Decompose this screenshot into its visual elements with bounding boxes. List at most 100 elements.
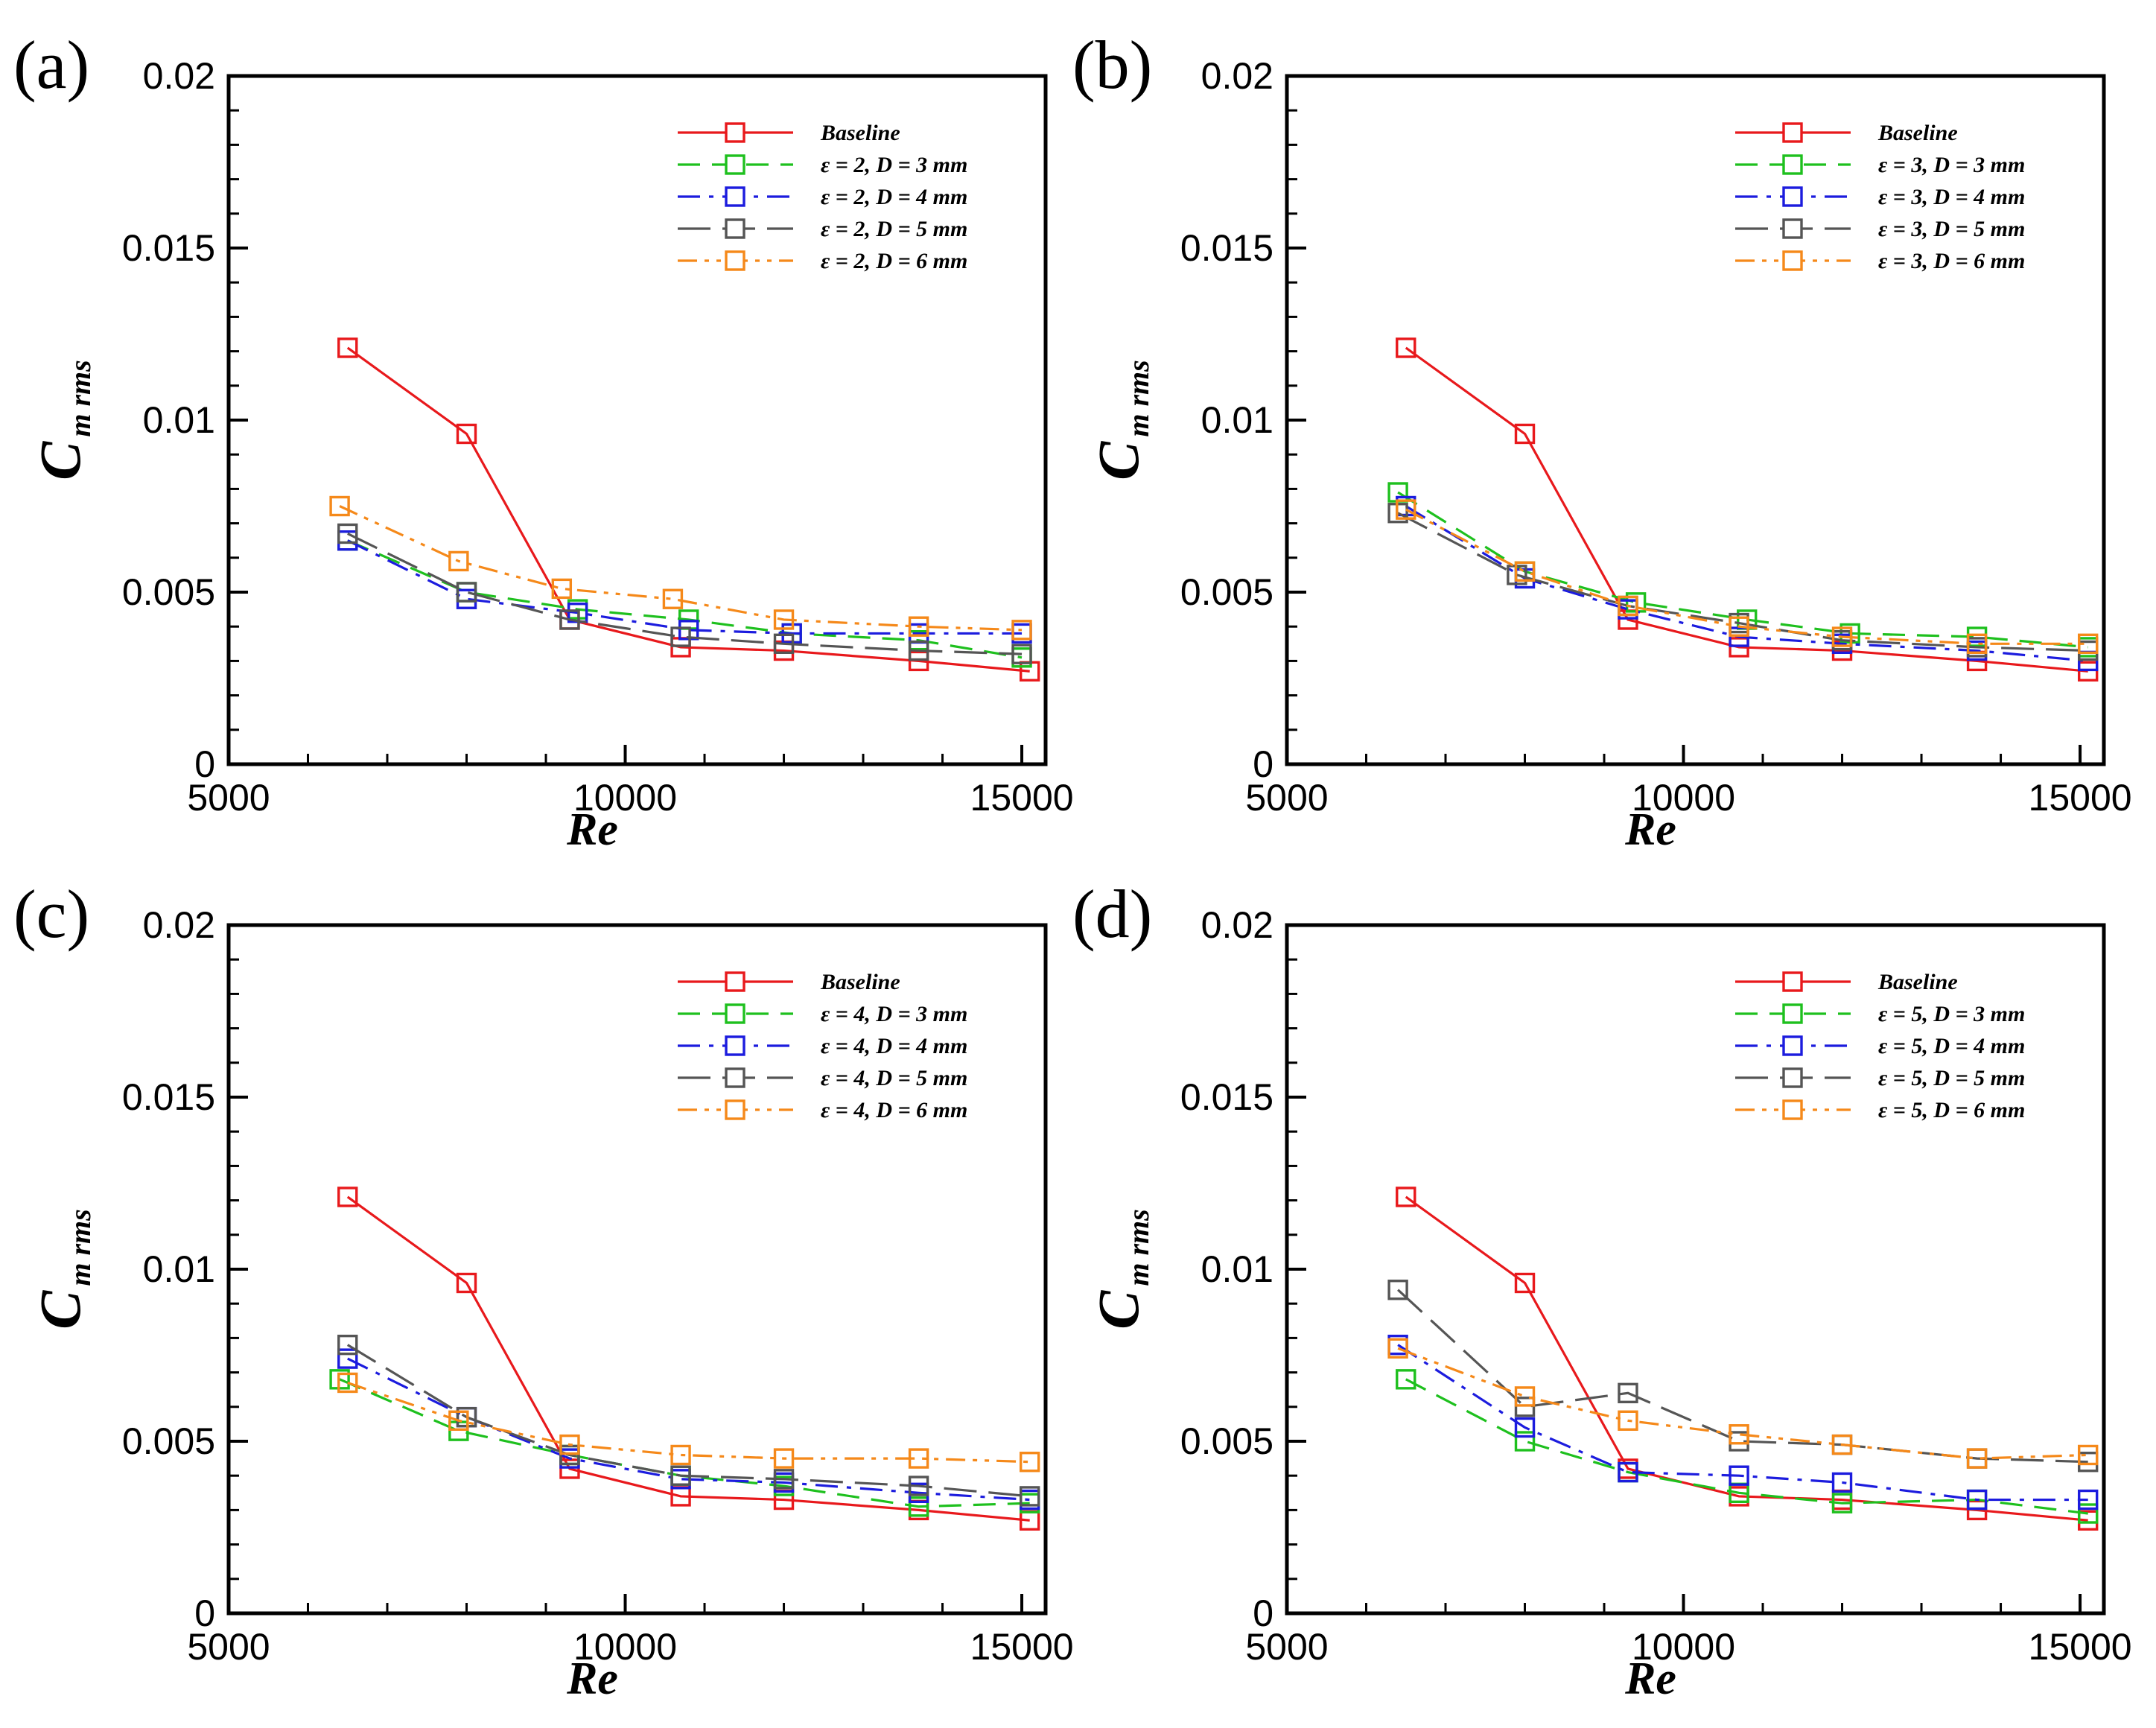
data-point — [1966, 1448, 1988, 1469]
data-point — [908, 616, 929, 637]
y-tick-label: 0.015 — [122, 1076, 215, 1118]
x-tick-label: 15000 — [2029, 1626, 2132, 1668]
x-tick-label: 5000 — [187, 1626, 270, 1668]
y-tick-label: 0 — [1253, 743, 1273, 785]
data-point — [1387, 1280, 1408, 1300]
x-axis-title: Re — [1624, 1654, 1676, 1704]
legend-marker — [1782, 1035, 1803, 1056]
series-line — [347, 1381, 1030, 1464]
data-point — [329, 495, 350, 517]
data-point — [337, 1372, 358, 1394]
data-point — [551, 578, 573, 600]
series-line — [347, 533, 1023, 655]
data-point — [1618, 1382, 1638, 1404]
data-point — [1514, 1431, 1536, 1452]
legend-marker — [725, 250, 745, 271]
data-point — [670, 1465, 691, 1486]
y-axis-title: Cm rms — [28, 360, 97, 480]
data-point — [2077, 1503, 2099, 1524]
data-point — [1019, 1486, 1040, 1507]
y-tick-label: 0.015 — [1180, 227, 1273, 269]
panel-label: (b) — [1072, 27, 1152, 103]
data-point — [1514, 423, 1536, 445]
y-tick-label: 0.005 — [1180, 1420, 1273, 1462]
series-5 — [329, 495, 1032, 641]
data-point — [337, 523, 358, 544]
x-tick-label: 10000 — [1632, 1626, 1735, 1668]
legend-marker — [725, 1003, 745, 1024]
series-line — [347, 539, 1023, 635]
x-tick-label: 10000 — [573, 1626, 677, 1668]
chart-panel-3: (c) 5000 10000 15000 0 0.005 0.01 0.015 0.02 Re Cm… — [13, 876, 1074, 1704]
x-tick-label: 5000 — [1245, 777, 1328, 819]
y-tick-label: 0.02 — [1201, 904, 1273, 946]
legend-label: Baseline — [1877, 970, 1958, 994]
data-point — [773, 1469, 795, 1490]
panel-label: (d) — [1072, 876, 1152, 952]
x-tick-label: 5000 — [187, 777, 270, 819]
data-point — [773, 609, 795, 630]
legend: Baseline ε = 4, D = 3 mm ε = 4, D = 4 mm ε … — [678, 970, 967, 1122]
data-point — [1011, 620, 1032, 641]
data-point — [908, 1448, 929, 1469]
data-point — [1831, 1472, 1853, 1493]
legend-marker — [1782, 1099, 1803, 1120]
legend-marker — [1782, 1003, 1803, 1024]
legend-label: Baseline — [820, 970, 900, 994]
data-point — [456, 582, 477, 603]
data-point — [1831, 1493, 1853, 1513]
series-line — [1405, 508, 2088, 645]
y-tick-label: 0.015 — [122, 227, 215, 269]
data-point — [1514, 561, 1536, 582]
data-point — [1011, 644, 1032, 664]
y-axis-title: Cm rms — [1086, 360, 1155, 480]
x-axis-title: Re — [566, 804, 618, 855]
legend-marker — [1782, 971, 1803, 992]
data-point — [1618, 595, 1638, 617]
legend-label: ε = 2, D = 4 mm — [821, 185, 967, 209]
legend-marker — [725, 186, 745, 207]
data-point — [670, 626, 691, 647]
x-tick-label: 15000 — [970, 777, 1074, 819]
chart-panel-1: (a) 5000 10000 15000 0 0.005 0.01 0.015 0.02 Re Cm… — [13, 27, 1074, 855]
data-point — [2077, 1444, 2099, 1466]
series-line — [339, 505, 1023, 632]
y-tick-label: 0 — [194, 1592, 215, 1634]
data-point — [670, 1444, 691, 1466]
legend: Baseline ε = 5, D = 3 mm ε = 5, D = 4 mm ε … — [1735, 970, 2025, 1122]
legend-label: ε = 5, D = 6 mm — [1878, 1098, 2025, 1122]
legend-marker — [1782, 186, 1803, 207]
data-point — [1729, 1424, 1749, 1445]
series-line — [1397, 1344, 2088, 1502]
data-point — [559, 1444, 580, 1466]
legend-label: ε = 4, D = 5 mm — [821, 1066, 967, 1090]
legend-label: ε = 5, D = 4 mm — [1878, 1034, 2025, 1058]
data-point — [908, 640, 929, 661]
y-tick-label: 0.02 — [143, 904, 215, 946]
data-point — [908, 1496, 929, 1517]
legend-label: ε = 5, D = 5 mm — [1878, 1066, 2025, 1090]
chart-panel-4: (d) 5000 10000 15000 0 0.005 0.01 0.015 0.02 Re Cm… — [1072, 876, 2132, 1704]
y-tick-label: 0 — [1253, 1592, 1273, 1634]
data-point — [1396, 499, 1416, 520]
y-tick-label: 0.01 — [143, 399, 215, 441]
legend-label: ε = 3, D = 3 mm — [1878, 153, 2025, 177]
data-point — [1514, 1272, 1536, 1294]
data-point — [908, 1476, 929, 1496]
data-point — [456, 423, 477, 445]
x-tick-label: 10000 — [1632, 777, 1735, 819]
x-tick-label: 10000 — [573, 777, 677, 819]
data-point — [1966, 633, 1988, 654]
data-point — [1729, 616, 1749, 637]
data-point — [1514, 1397, 1536, 1417]
y-tick-label: 0.005 — [122, 1420, 215, 1462]
data-point — [337, 1187, 358, 1207]
legend-label: ε = 3, D = 4 mm — [1878, 185, 2025, 209]
legend-marker — [1782, 1067, 1803, 1088]
y-tick-label: 0.015 — [1180, 1076, 1273, 1118]
series-4 — [337, 1334, 1040, 1507]
y-tick-label: 0.005 — [122, 571, 215, 613]
data-point — [2077, 661, 2099, 682]
series-5 — [1396, 499, 2099, 654]
legend-label: ε = 4, D = 3 mm — [821, 1002, 967, 1026]
